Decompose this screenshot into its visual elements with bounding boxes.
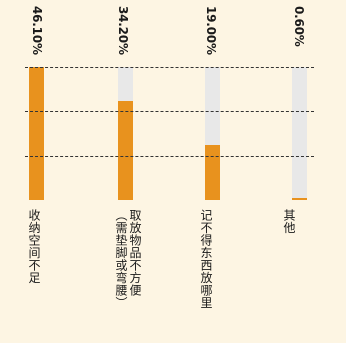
bar-track-3 — [205, 67, 220, 200]
category-label-3-line-1: 记不得东西放哪里 — [199, 209, 213, 309]
value-label-3: 19.00% — [204, 6, 218, 55]
category-label-1-line-1: 收纳空间不足 — [27, 209, 41, 284]
category-label-4: 其他 — [282, 209, 296, 234]
gridline-lower — [25, 156, 314, 157]
bar-3 — [205, 145, 220, 200]
category-label-3: 记不得东西放哪里 — [199, 209, 213, 309]
bar-track-1 — [29, 67, 44, 200]
category-label-2-line-1: 取放物品不方便 — [128, 209, 142, 297]
bar-4 — [292, 198, 307, 200]
gridline-middle — [25, 111, 314, 112]
bar-2 — [118, 101, 133, 200]
bar-1 — [29, 67, 44, 200]
category-label-2: 取放物品不方便 （需垫脚或弯腰） — [114, 209, 142, 309]
value-label-2: 34.20% — [116, 6, 130, 55]
category-label-2-line-2: （需垫脚或弯腰） — [114, 209, 128, 309]
gridline-top — [25, 67, 314, 68]
category-label-1: 收纳空间不足 — [27, 209, 41, 284]
value-label-1: 46.10% — [30, 6, 44, 55]
value-label-4: 0.60% — [292, 6, 306, 47]
bar-track-4 — [292, 67, 307, 200]
bar-track-2 — [118, 67, 133, 200]
category-label-4-line-1: 其他 — [282, 209, 296, 234]
